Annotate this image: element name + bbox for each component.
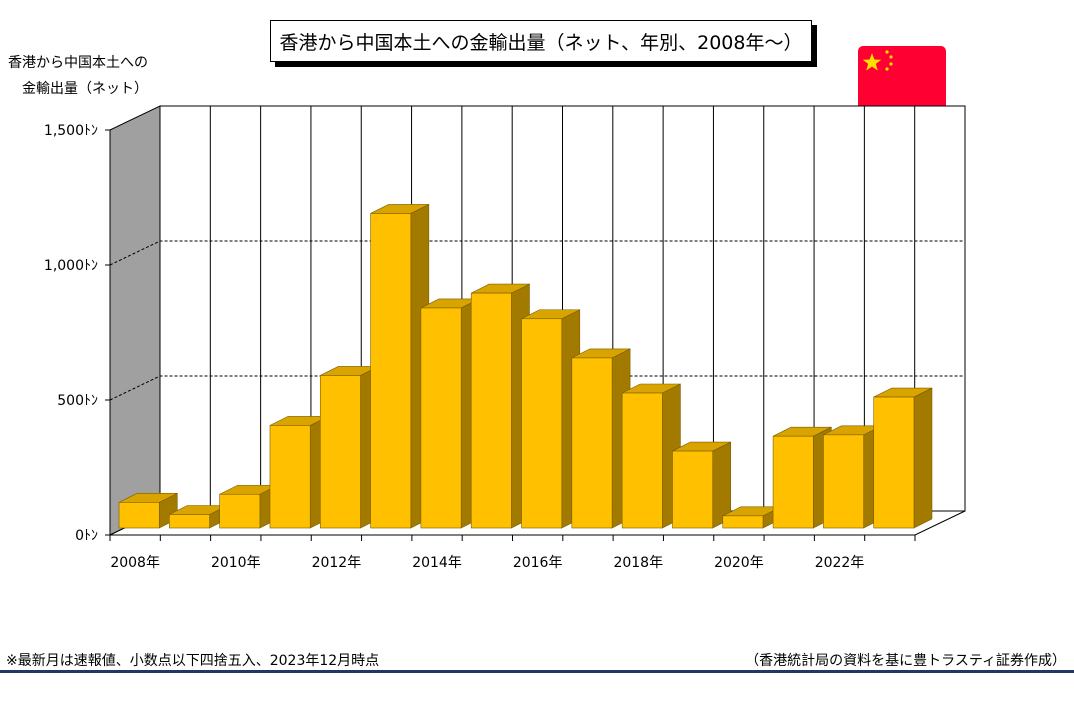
x-tick-label: 2020年 [714,555,764,571]
horizontal-gridline [109,375,965,401]
bar-front [823,434,864,529]
source-note: （香港統計局の資料を基に豊トラスティ証券作成） [745,653,1066,669]
y-tick-label: 1,000ﾄﾝ [44,258,98,274]
bar [521,309,581,529]
bar-front [319,375,361,529]
bar-front [521,318,563,529]
x-tick-label: 2008年 [110,555,160,571]
china-flag-icon [858,46,946,110]
bar [772,426,832,529]
bar [722,506,782,529]
bar [672,441,732,529]
horizontal-gridline [109,240,965,266]
x-tick-label: 2022年 [815,555,865,571]
x-tick-label: 2010年 [211,555,261,571]
bar [470,283,530,529]
y-tick-label: 1,500ﾄﾝ [44,123,98,139]
y-tick-label: 0ﾄﾝ [75,528,98,544]
bar-front [118,502,160,529]
bar-front [370,213,412,529]
y-axis-label-line1: 香港から中国本土への [8,55,148,71]
bar-front [420,307,462,529]
bottom-rule [0,670,1074,673]
bar [571,348,631,529]
bar [319,365,379,529]
bar [873,387,933,529]
y-tick-label: 500ﾄﾝ [57,393,98,409]
footnote: ※最新月は速報値、小数点以下四捨五入、2023年12月時点 [6,653,380,669]
x-tick-label: 2012年 [312,555,362,571]
bar [269,415,329,529]
bar-front [672,450,714,529]
bar-side [913,387,933,529]
bar-front [621,392,663,529]
bar-chart: 0ﾄﾝ 500ﾄﾝ 1,000ﾄﾝ 1,500ﾄﾝ 2008年 2010年 2012年 201… [44,105,966,571]
bar-front [219,493,261,529]
bar [169,505,228,529]
bar-front [470,292,512,529]
bar-front [269,425,311,529]
bar [370,203,430,529]
side-wall [109,105,161,536]
bar-front [571,357,613,529]
x-tick-label: 2014年 [412,555,462,571]
bar-front [169,514,210,529]
bar-front [772,435,814,529]
bar [823,425,882,529]
chart-title: 香港から中国本土への金輸出量（ネット、年別、2008年～） [270,20,812,62]
bar [621,383,681,529]
x-tick-label: 2018年 [613,555,663,571]
y-axis-label-line2: 金輸出量（ネット） [22,81,148,97]
bar-front [722,515,764,529]
bar-front [873,396,915,529]
bar [420,298,480,529]
bar [118,492,178,529]
x-tick-label: 2016年 [513,555,563,571]
bar [219,484,279,529]
